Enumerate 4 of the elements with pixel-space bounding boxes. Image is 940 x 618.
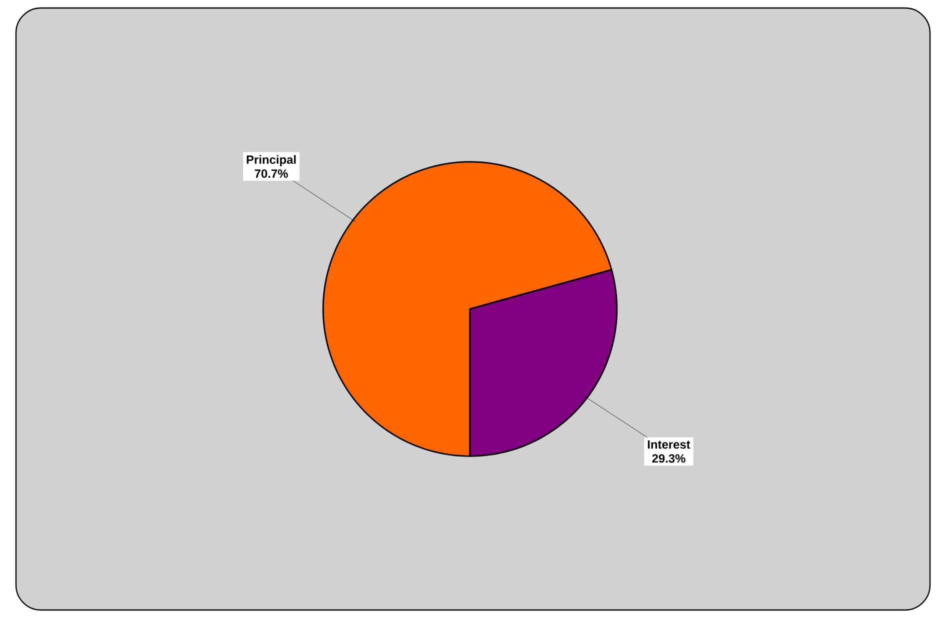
- data-label: 70.7%: [254, 169, 288, 178]
- slice-label: Principal: [246, 155, 296, 166]
- data-label: 29.3%: [652, 454, 686, 463]
- slice-label: Interest: [648, 440, 690, 449]
